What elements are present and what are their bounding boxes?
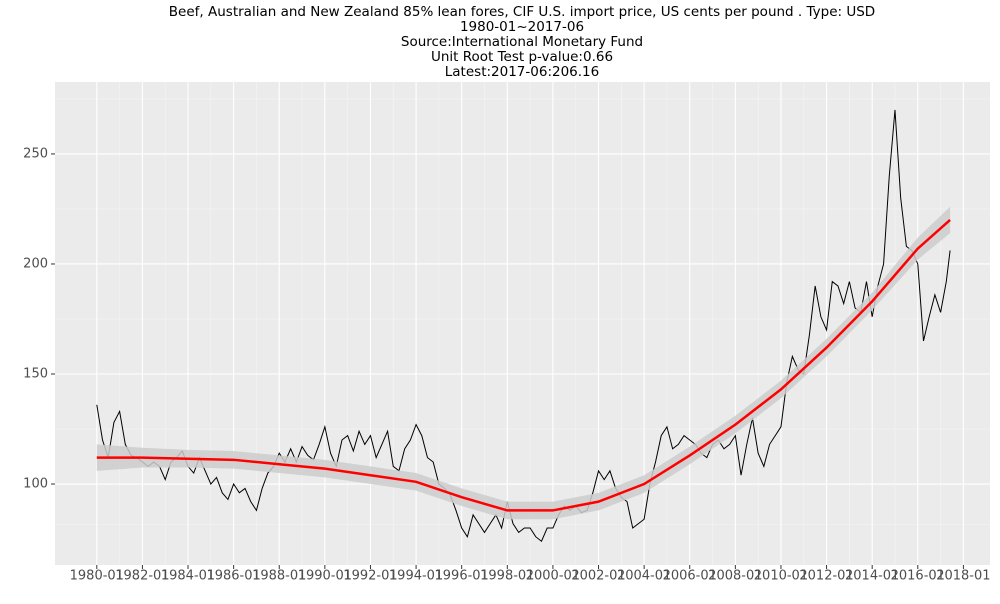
x-tick-label: 1986-01 (206, 569, 260, 584)
x-tick-label: 1988-01 (252, 569, 306, 584)
source: Source:International Monetary Fund (401, 34, 643, 50)
x-tick-label: 2006-01 (663, 569, 717, 584)
x-tick-label: 2000-01 (526, 569, 580, 584)
trend-line (96, 219, 951, 512)
x-tick-label: 2008-01 (708, 569, 762, 584)
x-tick-label: 2002-01 (571, 569, 625, 584)
y-tick-label: 200 (23, 256, 48, 271)
latest: Latest:2017-06:206.16 (445, 64, 599, 80)
x-tick-label: 2012-01 (799, 569, 853, 584)
x-tick-label: 1994-01 (389, 569, 443, 584)
x-tick-label: 2004-01 (617, 569, 671, 584)
x-tick-label: 2014-01 (845, 569, 899, 584)
x-tick-label: 2010-01 (754, 569, 808, 584)
x-tick-label: 1998-01 (480, 569, 534, 584)
x-tick-label: 1996-01 (435, 569, 489, 584)
date-range: 1980-01~2017-06 (460, 19, 584, 35)
y-tick-label: 150 (23, 367, 48, 382)
price-line (96, 109, 951, 543)
y-tick-label: 100 (23, 477, 48, 492)
x-tick-label: 1992-01 (343, 569, 397, 584)
x-tick-label: 1984-01 (161, 569, 215, 584)
x-tick-label: 1990-01 (298, 569, 352, 584)
x-tick-label: 1982-01 (115, 569, 169, 584)
x-tick-label: 2018-01 (936, 569, 990, 584)
x-tick-label: 1980-01 (70, 569, 124, 584)
y-tick-label: 250 (23, 146, 48, 161)
unit-root-test: Unit Root Test p-value:0.66 (431, 49, 613, 65)
x-tick-label: 2016-01 (891, 569, 945, 584)
chart-title: Beef, Australian and New Zealand 85% lea… (169, 4, 875, 20)
